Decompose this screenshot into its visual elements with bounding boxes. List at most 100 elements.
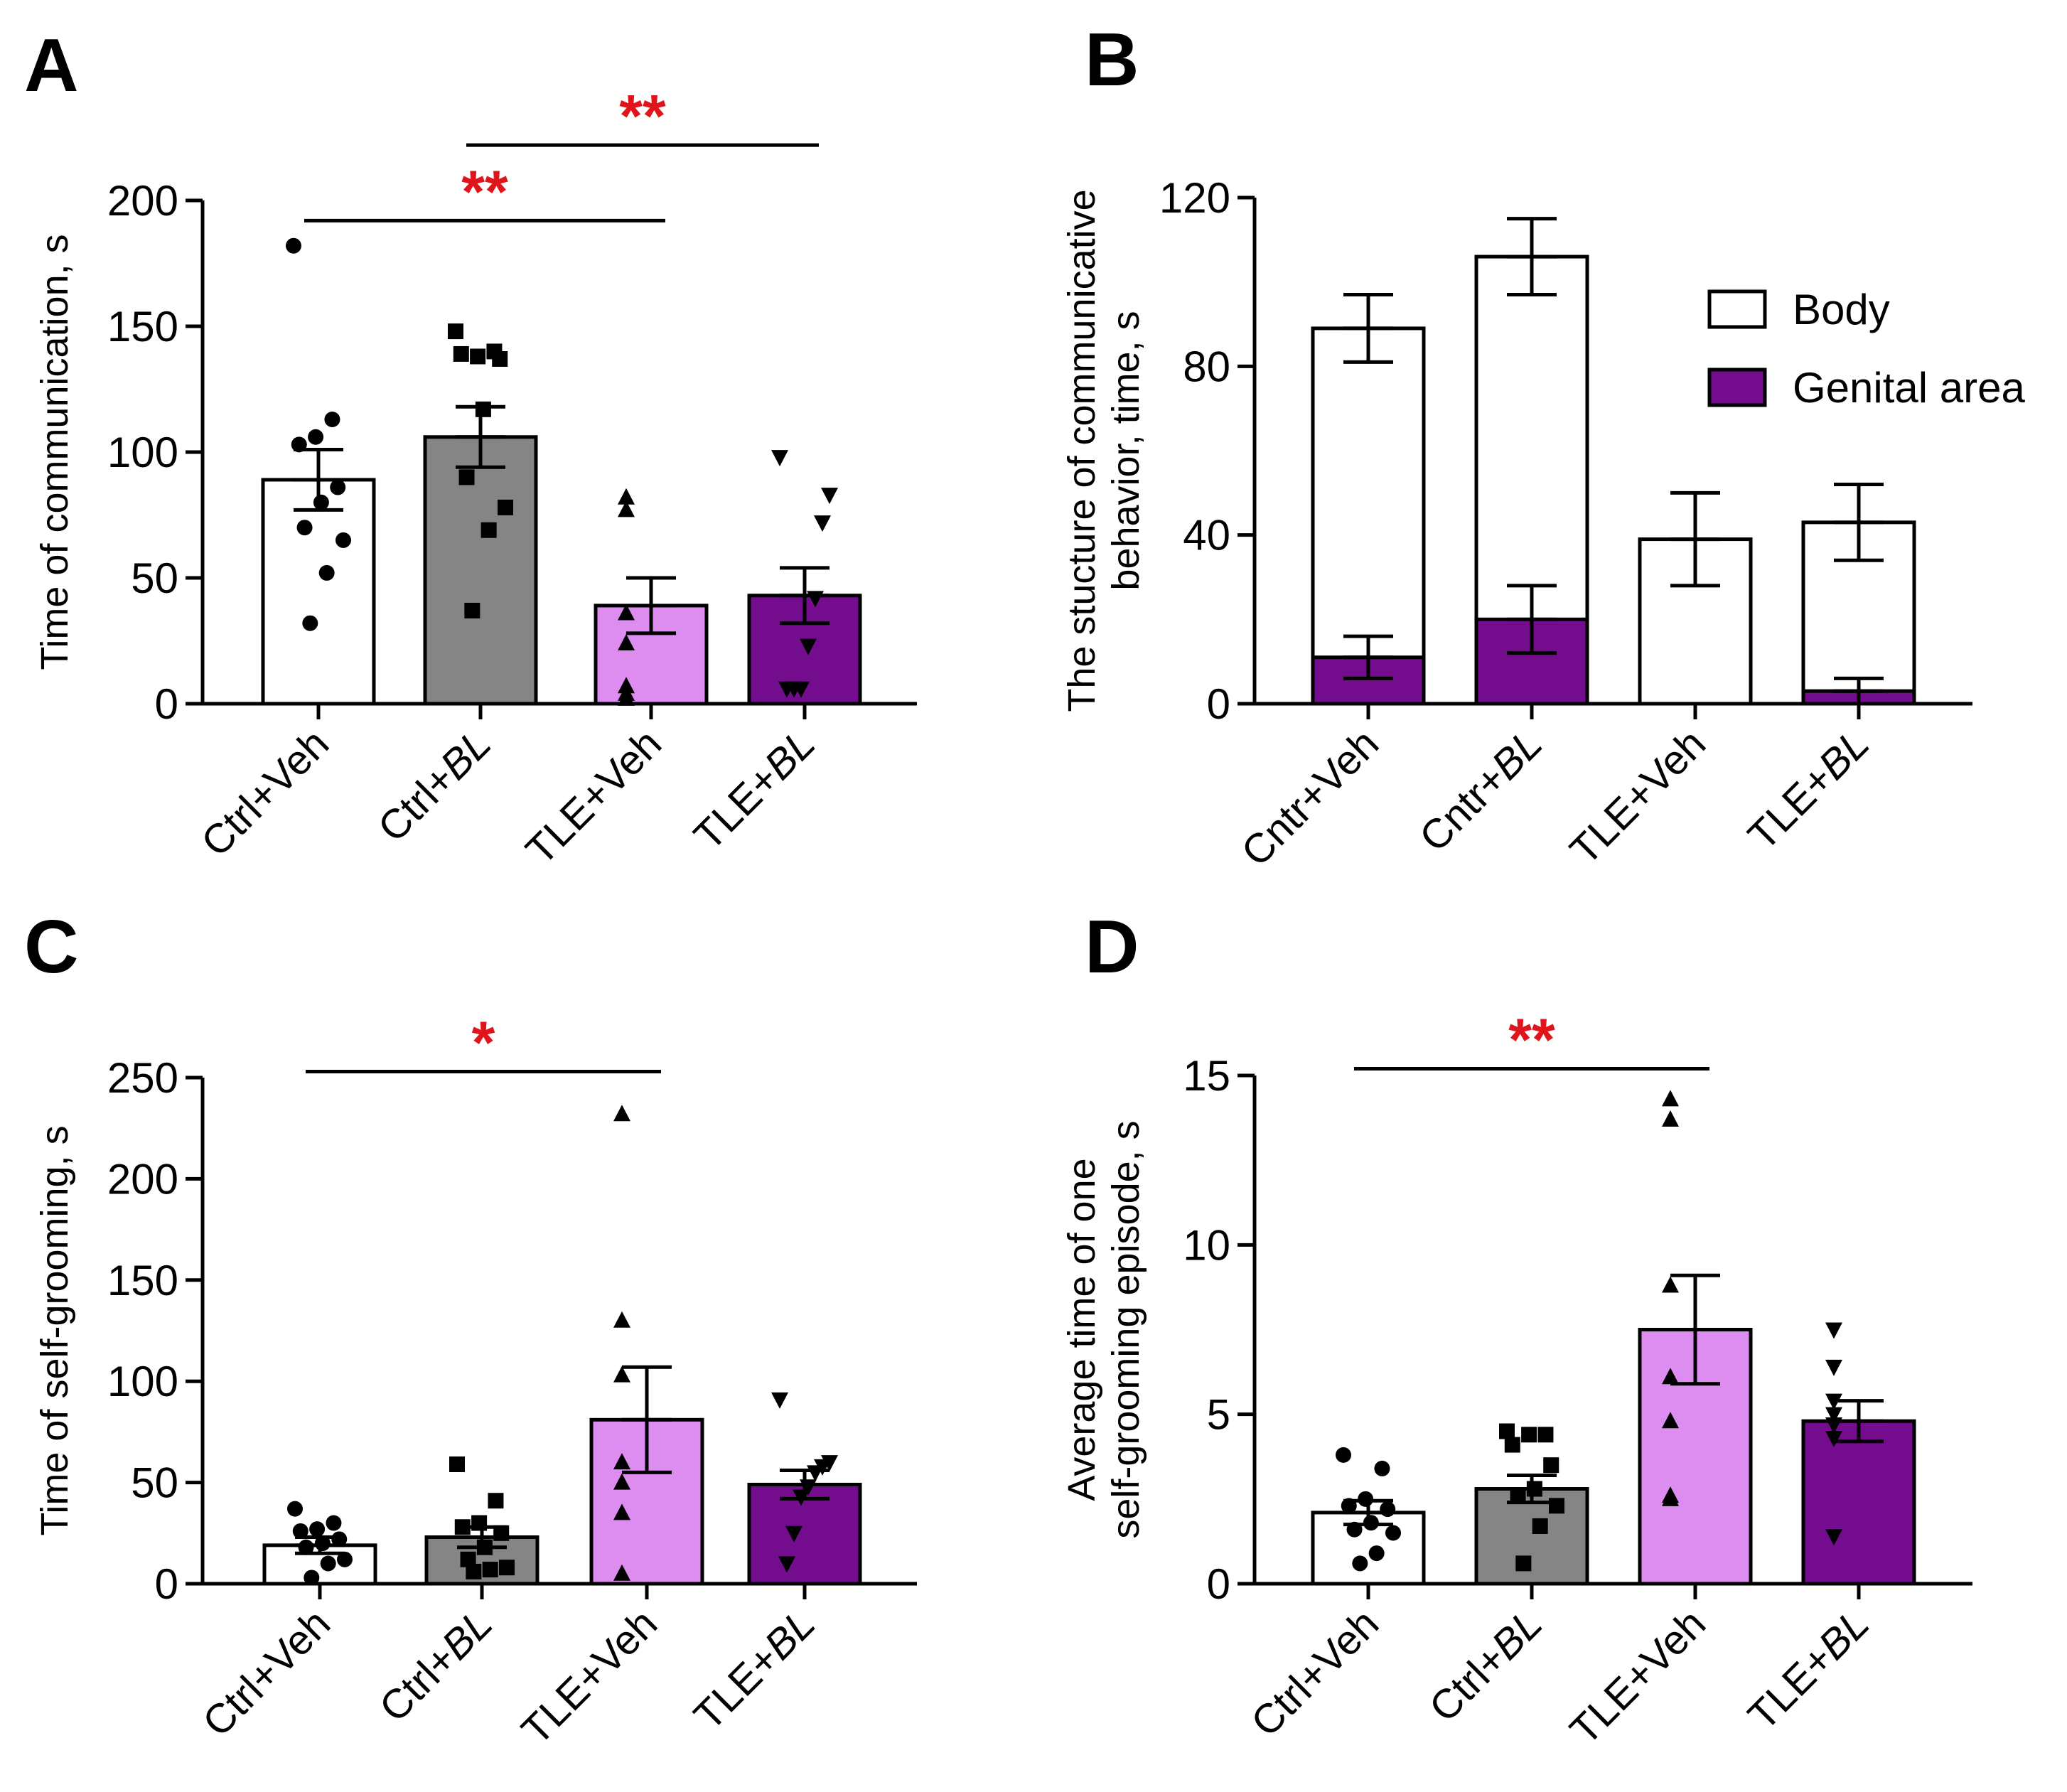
y-tick-label-0: 0 (1207, 680, 1230, 728)
data-point (466, 1563, 482, 1579)
data-point (771, 450, 788, 467)
data-point (618, 488, 635, 505)
data-point (1515, 1555, 1532, 1572)
data-point (296, 520, 313, 536)
points-group-1 (449, 1456, 515, 1579)
data-point (470, 348, 486, 365)
y-tick-label-5: 250 (107, 1054, 178, 1102)
data-point (286, 237, 301, 254)
data-point (308, 429, 324, 445)
data-point (1499, 1423, 1515, 1439)
y-axis-label: The stucture of communicativebehavior, t… (1061, 189, 1147, 712)
data-point (448, 323, 463, 340)
data-point (613, 1105, 630, 1122)
data-point (492, 351, 508, 367)
data-point (613, 1453, 630, 1470)
data-point (309, 1521, 326, 1538)
error-bar-2 (626, 576, 676, 635)
significance-label-0: ** (461, 158, 508, 225)
data-point (331, 1531, 348, 1547)
y-tick-label-4: 200 (107, 1155, 178, 1203)
data-point (800, 638, 817, 655)
y-axis-label: Time of communication, s (33, 234, 76, 670)
data-point (499, 1560, 515, 1576)
y-tick-label-1: 5 (1207, 1391, 1230, 1439)
data-point (1510, 1488, 1526, 1504)
error-bar-0 (294, 447, 343, 512)
error-bar-3 (780, 566, 830, 626)
y-tick-label-1: 50 (131, 1459, 178, 1507)
y-tick-label-1: 40 (1183, 512, 1230, 559)
data-point (304, 1570, 320, 1586)
data-point (449, 1456, 465, 1472)
y-tick-label-2: 10 (1183, 1221, 1230, 1269)
data-point (320, 1555, 336, 1572)
data-point (1825, 1322, 1842, 1339)
error-bar-1 (1507, 1473, 1557, 1505)
bar-0 (261, 478, 376, 706)
data-point (480, 522, 497, 538)
data-point (460, 1551, 476, 1567)
data-point (618, 603, 635, 621)
error-bar-body-0 (1343, 292, 1393, 364)
data-point (464, 603, 480, 619)
points-group-3 (1825, 1322, 1842, 1546)
data-point (326, 1515, 342, 1531)
data-point (785, 1525, 802, 1542)
data-point (1662, 1110, 1679, 1127)
data-point (482, 1562, 498, 1578)
points-group-2 (1662, 1090, 1679, 1506)
data-point (613, 1311, 630, 1328)
y-tick-label-1: 50 (131, 554, 178, 602)
bar-1 (423, 435, 538, 706)
error-bar-2 (622, 1365, 672, 1474)
data-point (458, 469, 475, 485)
y-axis-label: Average time of oneself-grooming episode… (1061, 1120, 1147, 1538)
points-group-2 (618, 488, 635, 706)
data-point (821, 488, 838, 505)
data-point (1352, 1555, 1368, 1572)
y-tick-label-0: 0 (155, 680, 178, 728)
data-point (475, 401, 491, 417)
y-tick-label-3: 15 (1183, 1052, 1230, 1100)
points-group-2 (613, 1105, 630, 1581)
data-point (1662, 1412, 1679, 1429)
data-point (1532, 1518, 1548, 1534)
error-bar-1 (456, 404, 505, 469)
error-bar-genital-1 (1507, 584, 1557, 655)
data-point (618, 689, 635, 706)
data-point (1543, 1457, 1559, 1474)
panel-label-a: A (24, 23, 79, 107)
significance-label-1: ** (619, 82, 666, 149)
error-bar-body-1 (1507, 217, 1557, 296)
data-point (302, 615, 318, 631)
data-point (1825, 1431, 1842, 1448)
panel-label-b: B (1085, 18, 1139, 102)
error-bar-1 (457, 1525, 507, 1550)
data-point (613, 1366, 630, 1383)
data-point (318, 564, 335, 581)
data-point (324, 411, 340, 427)
data-point (778, 681, 795, 698)
data-point (453, 345, 469, 362)
error-bar-0 (1343, 1498, 1393, 1527)
bar-3 (1801, 1419, 1916, 1586)
y-tick-label-3: 150 (107, 1257, 178, 1304)
data-point (1662, 1489, 1679, 1506)
panel-label-d: D (1085, 905, 1139, 989)
data-point (1662, 1090, 1679, 1107)
legend: Body Genital area (1707, 286, 2025, 412)
data-point (292, 1523, 308, 1539)
data-point (298, 1539, 314, 1555)
error-bar-body-3 (1834, 482, 1884, 562)
data-point (1537, 1427, 1554, 1443)
data-point (313, 494, 329, 510)
y-tick-label-2: 100 (107, 429, 178, 476)
significance-label-0: * (472, 1009, 495, 1075)
data-point (1368, 1545, 1385, 1562)
error-bar-3 (1834, 1399, 1884, 1444)
error-bar-2 (1670, 1273, 1720, 1386)
y-tick-label-0: 0 (1207, 1560, 1230, 1608)
y-tick-label-3: 120 (1159, 174, 1230, 222)
data-point (1374, 1460, 1390, 1476)
